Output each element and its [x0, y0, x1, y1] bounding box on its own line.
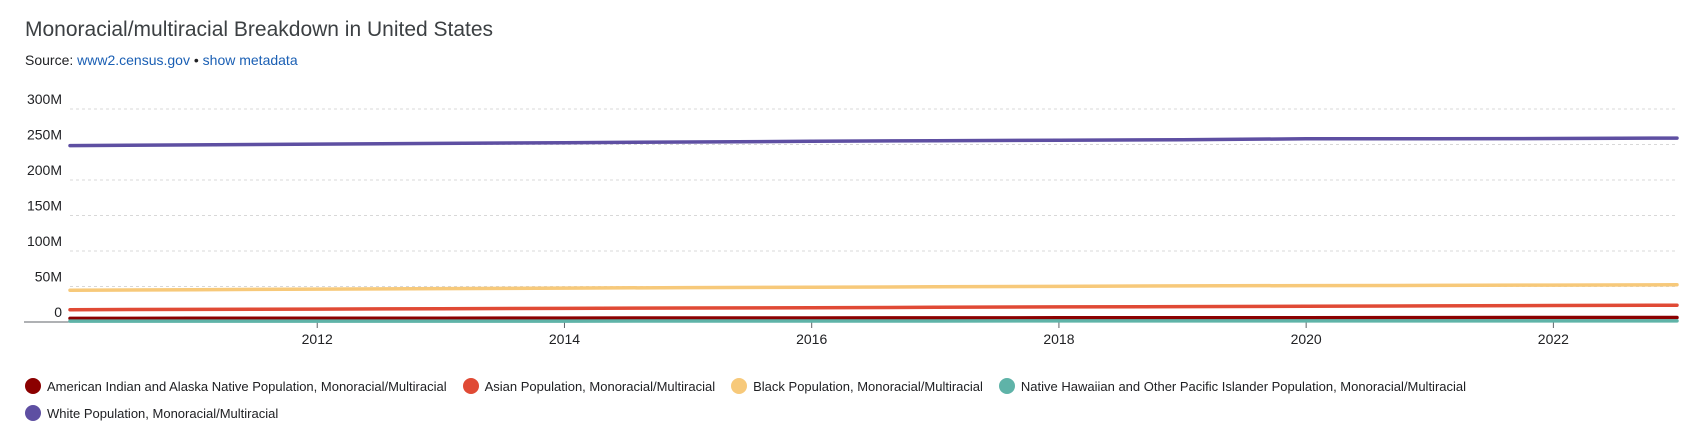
legend-swatch-icon	[731, 378, 748, 394]
series-layer	[68, 136, 1679, 323]
x-tick-label: 2014	[549, 331, 580, 347]
source-link[interactable]: www2.census.gov	[77, 52, 190, 68]
legend-label: White Population, Monoracial/Multiracial	[47, 405, 279, 421]
legend-swatch-icon	[462, 378, 479, 394]
legend-item[interactable]: American Indian and Alaska Native Popula…	[25, 376, 447, 396]
y-tick-label: 300M	[27, 91, 62, 107]
y-tick-label: 250M	[27, 127, 62, 143]
legend-label: Native Hawaiian and Other Pacific Island…	[1020, 378, 1467, 394]
show-metadata-link[interactable]: show metadata	[202, 52, 298, 68]
grid-layer	[70, 108, 1677, 287]
x-tick-label: 2016	[796, 331, 827, 347]
x-tick-label: 2020	[1291, 331, 1322, 347]
y-tick-label: 200M	[27, 162, 62, 178]
legend-label: Black Population, Monoracial/Multiracial	[753, 378, 983, 394]
legend-item[interactable]: Native Hawaiian and Other Pacific Island…	[998, 376, 1467, 396]
y-tick-label: 50M	[35, 269, 62, 285]
y-tick-label: 150M	[27, 198, 62, 214]
legend-item[interactable]: White Population, Monoracial/Multiracial	[25, 403, 278, 423]
source-prefix: Source:	[25, 52, 74, 68]
legend-label: Asian Population, Monoracial/Multiracial	[484, 378, 716, 394]
series-line-0[interactable]	[68, 315, 1679, 321]
series-line-1[interactable]	[68, 303, 1679, 312]
legend-swatch-icon	[25, 405, 41, 421]
legend-item[interactable]: Asian Population, Monoracial/Multiracial	[462, 376, 716, 396]
series-line-2[interactable]	[68, 283, 1679, 293]
source-line: Source: www2.census.gov • show metadata	[25, 52, 298, 68]
legend-item[interactable]: Black Population, Monoracial/Multiracial	[731, 376, 983, 396]
series-line-4[interactable]	[68, 136, 1679, 148]
y-tick-label: 100M	[27, 233, 62, 249]
y-tick-label: 0	[54, 304, 62, 320]
chart-title: Monoracial/multiracial Breakdown in Unit…	[25, 18, 494, 41]
x-tick-label: 2012	[302, 331, 333, 347]
x-tick-label: 2022	[1538, 331, 1569, 347]
legend-swatch-icon	[25, 378, 41, 394]
legend-label: American Indian and Alaska Native Popula…	[47, 378, 447, 394]
chart-legend: American Indian and Alaska Native Popula…	[25, 376, 1585, 423]
x-tick-label: 2018	[1043, 331, 1074, 347]
source-separator: •	[193, 52, 199, 68]
legend-swatch-icon	[998, 378, 1015, 394]
